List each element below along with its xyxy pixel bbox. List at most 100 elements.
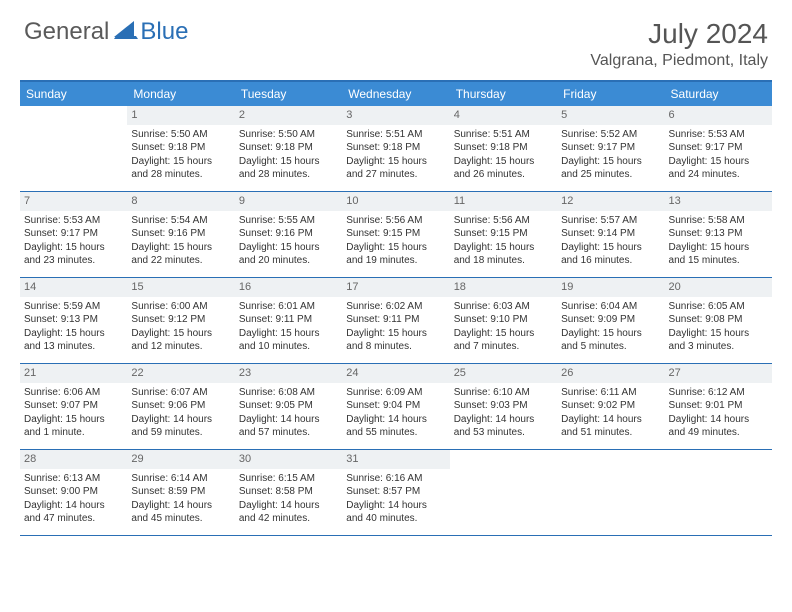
day-header: Thursday [450, 82, 557, 106]
calendar-cell: 17Sunrise: 6:02 AMSunset: 9:11 PMDayligh… [342, 278, 449, 363]
logo-sail-icon [114, 21, 138, 39]
day-header-row: SundayMondayTuesdayWednesdayThursdayFrid… [20, 82, 772, 106]
day-header: Sunday [20, 82, 127, 106]
day-number: 13 [665, 192, 772, 211]
sunset-line: Sunset: 9:05 PM [239, 399, 338, 413]
sunrise-line: Sunrise: 5:51 AM [454, 128, 553, 142]
sunrise-line: Sunrise: 5:52 AM [561, 128, 660, 142]
day-number: 21 [20, 364, 127, 383]
calendar-cell: 20 Sunrise: 6:05 AMSunset: 9:08 PMDayligh… [665, 278, 772, 363]
calendar-cell: 26Sunrise: 6:11 AMSunset: 9:02 PMDayligh… [557, 364, 664, 449]
sunset-line: Sunset: 9:06 PM [131, 399, 230, 413]
sunset-line: Sunset: 9:10 PM [454, 313, 553, 327]
daylight-line: Daylight: 14 hours and 49 minutes. [669, 413, 768, 440]
day-number: 10 [342, 192, 449, 211]
calendar-cell: 9Sunrise: 5:55 AMSunset: 9:16 PMDaylight… [235, 192, 342, 277]
calendar-cell: 5Sunrise: 5:52 AMSunset: 9:17 PMDaylight… [557, 106, 664, 191]
calendar-cell: 4Sunrise: 5:51 AMSunset: 9:18 PMDaylight… [450, 106, 557, 191]
sunset-line: Sunset: 9:13 PM [669, 227, 768, 241]
day-number: 11 [450, 192, 557, 211]
sunset-line: Sunset: 9:07 PM [24, 399, 123, 413]
day-number: 1 [127, 106, 234, 125]
sunrise-line: Sunrise: 6:15 AM [239, 472, 338, 486]
calendar-cell: 14 Sunrise: 5:59 AMSunset: 9:13 PMDayligh… [20, 278, 127, 363]
day-header: Saturday [665, 82, 772, 106]
sunrise-line: Sunrise: 6:03 AM [454, 300, 553, 314]
calendar-cell: 7Sunrise: 5:53 AMSunset: 9:17 PMDaylight… [20, 192, 127, 277]
calendar-cell: 28Sunrise: 6:13 AMSunset: 9:00 PMDayligh… [20, 450, 127, 535]
sunset-line: Sunset: 9:14 PM [561, 227, 660, 241]
sunset-line: Sunset: 9:11 PM [346, 313, 445, 327]
calendar-cell: 23 Sunrise: 6:08 AMSunset: 9:05 PMDayligh… [235, 364, 342, 449]
day-number: 18 [450, 278, 557, 297]
sunrise-line: Sunrise: 5:59 AM [24, 300, 123, 314]
sunset-line: Sunset: 9:16 PM [131, 227, 230, 241]
sunset-line: Sunset: 9:15 PM [346, 227, 445, 241]
daylight-line: Daylight: 14 hours and 57 minutes. [239, 413, 338, 440]
calendar-cell: 31Sunrise: 6:16 AMSunset: 8:57 PMDayligh… [342, 450, 449, 535]
sunrise-line: Sunrise: 6:14 AM [131, 472, 230, 486]
daylight-line: Daylight: 15 hours and 20 minutes. [239, 241, 338, 268]
calendar-cell: 29Sunrise: 6:14 AMSunset: 8:59 PMDayligh… [127, 450, 234, 535]
sunset-line: Sunset: 9:13 PM [24, 313, 123, 327]
location: Valgrana, Piedmont, Italy [590, 52, 768, 70]
daylight-line: Daylight: 14 hours and 59 minutes. [131, 413, 230, 440]
sunrise-line: Sunrise: 6:09 AM [346, 386, 445, 400]
calendar-cell: 2Sunrise: 5:50 AMSunset: 9:18 PMDaylight… [235, 106, 342, 191]
calendar-cell: 24Sunrise: 6:09 AMSunset: 9:04 PMDayligh… [342, 364, 449, 449]
daylight-line: Daylight: 14 hours and 42 minutes. [239, 499, 338, 526]
sunset-line: Sunset: 9:08 PM [669, 313, 768, 327]
sunrise-line: Sunrise: 5:51 AM [346, 128, 445, 142]
sunrise-line: Sunrise: 5:54 AM [131, 214, 230, 228]
daylight-line: Daylight: 15 hours and 18 minutes. [454, 241, 553, 268]
sunrise-line: Sunrise: 5:50 AM [131, 128, 230, 142]
sunrise-line: Sunrise: 5:53 AM [669, 128, 768, 142]
daylight-line: Daylight: 15 hours and 27 minutes. [346, 155, 445, 182]
sunrise-line: Sunrise: 6:05 AM [669, 300, 768, 314]
daylight-line: Daylight: 15 hours and 13 minutes. [24, 327, 123, 354]
day-number: 20 [665, 278, 772, 297]
sunrise-line: Sunrise: 6:07 AM [131, 386, 230, 400]
day-number: 2 [235, 106, 342, 125]
daylight-line: Daylight: 15 hours and 3 minutes. [669, 327, 768, 354]
logo-text-general: General [24, 18, 109, 46]
daylight-line: Daylight: 15 hours and 7 minutes. [454, 327, 553, 354]
sunrise-line: Sunrise: 6:08 AM [239, 386, 338, 400]
calendar: SundayMondayTuesdayWednesdayThursdayFrid… [20, 80, 772, 536]
calendar-cell: 11Sunrise: 5:56 AMSunset: 9:15 PMDayligh… [450, 192, 557, 277]
daylight-line: Daylight: 15 hours and 28 minutes. [239, 155, 338, 182]
day-number: 8 [127, 192, 234, 211]
daylight-line: Daylight: 14 hours and 40 minutes. [346, 499, 445, 526]
sunset-line: Sunset: 9:18 PM [454, 141, 553, 155]
calendar-cell [20, 106, 127, 191]
sunrise-line: Sunrise: 5:53 AM [24, 214, 123, 228]
daylight-line: Daylight: 15 hours and 15 minutes. [669, 241, 768, 268]
daylight-line: Daylight: 14 hours and 47 minutes. [24, 499, 123, 526]
sunset-line: Sunset: 9:04 PM [346, 399, 445, 413]
sunset-line: Sunset: 9:15 PM [454, 227, 553, 241]
day-header: Tuesday [235, 82, 342, 106]
day-number: 5 [557, 106, 664, 125]
day-header: Wednesday [342, 82, 449, 106]
calendar-cell: 19Sunrise: 6:04 AMSunset: 9:09 PMDayligh… [557, 278, 664, 363]
sunrise-line: Sunrise: 6:11 AM [561, 386, 660, 400]
sunset-line: Sunset: 9:00 PM [24, 485, 123, 499]
logo-text-blue: Blue [140, 18, 188, 46]
sunrise-line: Sunrise: 6:10 AM [454, 386, 553, 400]
day-number: 25 [450, 364, 557, 383]
day-number: 23 [235, 364, 342, 383]
day-number: 29 [127, 450, 234, 469]
sunrise-line: Sunrise: 5:55 AM [239, 214, 338, 228]
calendar-cell: 16Sunrise: 6:01 AMSunset: 9:11 PMDayligh… [235, 278, 342, 363]
daylight-line: Daylight: 15 hours and 10 minutes. [239, 327, 338, 354]
daylight-line: Daylight: 14 hours and 53 minutes. [454, 413, 553, 440]
sunrise-line: Sunrise: 6:00 AM [131, 300, 230, 314]
sunset-line: Sunset: 9:09 PM [561, 313, 660, 327]
sunset-line: Sunset: 9:18 PM [239, 141, 338, 155]
day-number: 24 [342, 364, 449, 383]
sunrise-line: Sunrise: 6:12 AM [669, 386, 768, 400]
calendar-cell: 30Sunrise: 6:15 AMSunset: 8:58 PMDayligh… [235, 450, 342, 535]
day-number: 30 [235, 450, 342, 469]
sunset-line: Sunset: 9:17 PM [561, 141, 660, 155]
day-number: 14 [20, 278, 127, 297]
